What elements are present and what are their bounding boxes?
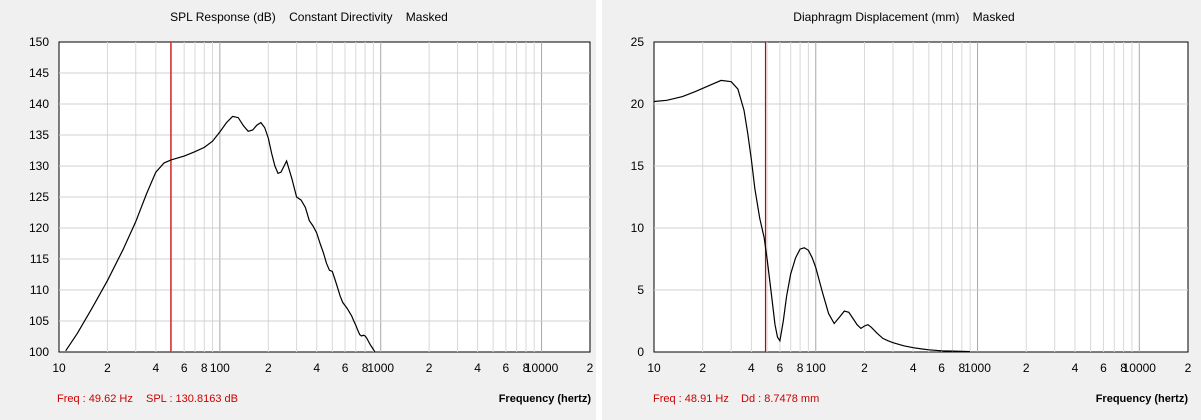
- x-gridlines: [702, 42, 1140, 352]
- y-tick-labels: 100 105 110 115 120 125 130 135 140 145 150: [29, 35, 49, 359]
- x-tick-label: 4: [910, 361, 917, 375]
- displacement-chart-panel: Diaphragm Displacement (mm) Masked 10 2 4 6…: [602, 0, 1201, 420]
- x-tick-label: 8: [797, 361, 804, 375]
- x-tick-label: 2: [587, 361, 594, 375]
- y-tick-label: 145: [29, 66, 49, 80]
- diaphragm-displacement-chart: Diaphragm Displacement (mm) Masked 10 2 4 6…: [631, 10, 1192, 405]
- x-tick-label: 6: [1100, 361, 1107, 375]
- spl-readout: SPL : 130.8163 dB: [146, 393, 238, 405]
- plot-area[interactable]: [653, 41, 1189, 353]
- x-tick-label: 4: [313, 361, 320, 375]
- x-tick-label: 2: [699, 361, 706, 375]
- x-tick-label: 10: [52, 361, 66, 375]
- y-tick-label: 20: [631, 97, 645, 111]
- x-tick-label: 100: [210, 361, 230, 375]
- y-tick-label: 150: [29, 35, 49, 49]
- x-tick-label: 6: [342, 361, 349, 375]
- freq-readout: Freq : 48.91 Hz: [653, 393, 729, 405]
- y-tick-label: 100: [29, 345, 49, 359]
- y-tick-label: 140: [29, 97, 49, 111]
- x-tick-label: 8: [523, 361, 530, 375]
- x-tick-label: 4: [1072, 361, 1079, 375]
- x-tick-label: 2: [1023, 361, 1030, 375]
- x-tick-label: 10: [647, 361, 661, 375]
- y-tick-label: 15: [631, 159, 645, 173]
- y-gridlines: [59, 72, 590, 322]
- y-tick-label: 120: [29, 221, 49, 235]
- x-tick-label: 6: [503, 361, 510, 375]
- x-tick-label: 2: [1185, 361, 1192, 375]
- displacement-readout: Dd : 8.7478 mm: [741, 393, 819, 405]
- x-tick-label: 4: [153, 361, 160, 375]
- x-tick-label: 8: [362, 361, 369, 375]
- x-tick-label: 100: [806, 361, 826, 375]
- spl-chart-panel: SPL Response (dB) Constant Directivity M…: [0, 0, 596, 420]
- spl-response-chart: SPL Response (dB) Constant Directivity M…: [29, 10, 594, 405]
- y-tick-label: 5: [637, 283, 644, 297]
- y-tick-label: 130: [29, 159, 49, 173]
- y-tick-labels: 0 5 10 15 20 25: [631, 35, 645, 359]
- x-tick-label: 10000: [1123, 361, 1157, 375]
- chart-title: Diaphragm Displacement (mm) Masked: [793, 10, 1014, 24]
- x-tick-label: 8: [1120, 361, 1127, 375]
- x-tick-label: 2: [426, 361, 433, 375]
- y-tick-label: 135: [29, 128, 49, 142]
- y-tick-label: 115: [30, 252, 49, 266]
- y-tick-label: 110: [30, 283, 49, 297]
- y-tick-label: 125: [29, 190, 49, 204]
- x-axis-title: Frequency (hertz): [499, 393, 592, 405]
- x-tick-label: 8: [959, 361, 966, 375]
- x-tick-label: 2: [861, 361, 868, 375]
- x-tick-label: 2: [104, 361, 111, 375]
- freq-readout: Freq : 49.62 Hz: [57, 393, 133, 405]
- x-tick-label: 6: [181, 361, 188, 375]
- spl-curve: [65, 115, 376, 353]
- y-gridlines: [654, 103, 1188, 291]
- x-tick-label: 1000: [367, 361, 394, 375]
- y-tick-label: 0: [637, 345, 644, 359]
- x-tick-label: 8: [201, 361, 208, 375]
- displacement-curve: [653, 79, 971, 353]
- y-tick-label: 105: [29, 314, 49, 328]
- x-tick-label: 1000: [964, 361, 991, 375]
- y-tick-label: 10: [631, 221, 645, 235]
- x-tick-label: 4: [748, 361, 755, 375]
- y-tick-label: 25: [631, 35, 645, 49]
- chart-title: SPL Response (dB) Constant Directivity M…: [170, 10, 448, 24]
- x-tick-label: 6: [777, 361, 784, 375]
- x-axis-title: Frequency (hertz): [1096, 393, 1189, 405]
- x-tick-label: 4: [474, 361, 481, 375]
- x-tick-label: 2: [265, 361, 272, 375]
- x-tick-label: 10000: [525, 361, 559, 375]
- x-tick-label: 6: [938, 361, 945, 375]
